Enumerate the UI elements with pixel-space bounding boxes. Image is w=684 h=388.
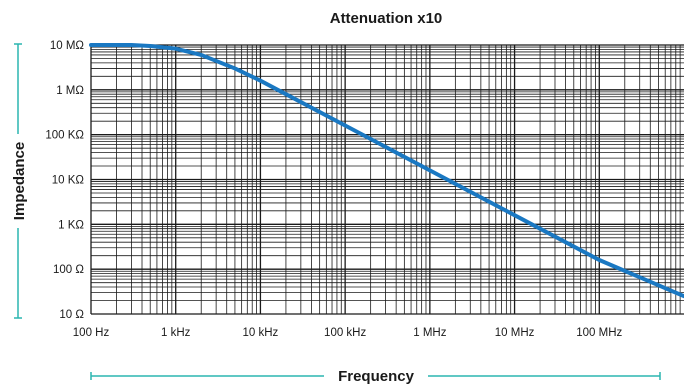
x-axis-label-group: Frequency <box>90 368 661 385</box>
x-tick-label: 10 kHz <box>243 327 279 339</box>
x-tick-label: 100 MHz <box>576 327 622 339</box>
impedance-curve <box>89 43 684 299</box>
y-axis-label: Impedance <box>11 142 28 220</box>
y-tick-label: 1 KΩ <box>58 219 84 231</box>
y-tick-label: 10 KΩ <box>52 175 85 187</box>
y-tick-label: 10 Ω <box>59 309 84 321</box>
x-tick-label: 1 kHz <box>161 327 191 339</box>
x-tick-label: 10 MHz <box>495 327 535 339</box>
y-tick-label: 100 KΩ <box>45 130 84 142</box>
grid <box>90 44 684 315</box>
curve-layer <box>89 43 684 299</box>
x-tick-label: 1 MHz <box>413 327 446 339</box>
y-axis-label-group: Impedance <box>11 43 28 319</box>
x-tick-label: 100 kHz <box>324 327 366 339</box>
y-tick-label: 1 MΩ <box>56 85 84 97</box>
y-tick-label: 10 MΩ <box>50 40 85 52</box>
x-tick-label: 100 Hz <box>73 327 110 339</box>
y-tick-label: 100 Ω <box>53 264 84 276</box>
y-tick-labels: 10 MΩ 1 MΩ 100 KΩ 10 KΩ 1 KΩ 100 Ω 10 Ω <box>45 40 84 321</box>
chart-title: Attenuation x10 <box>330 10 443 27</box>
x-tick-labels: 100 Hz 1 kHz 10 kHz 100 kHz 1 MHz 10 MHz 100 M… <box>73 327 623 339</box>
x-axis-label: Frequency <box>338 368 415 385</box>
